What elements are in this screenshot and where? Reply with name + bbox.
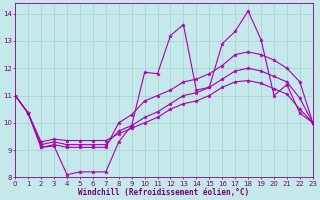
X-axis label: Windchill (Refroidissement éolien,°C): Windchill (Refroidissement éolien,°C) xyxy=(78,188,250,197)
